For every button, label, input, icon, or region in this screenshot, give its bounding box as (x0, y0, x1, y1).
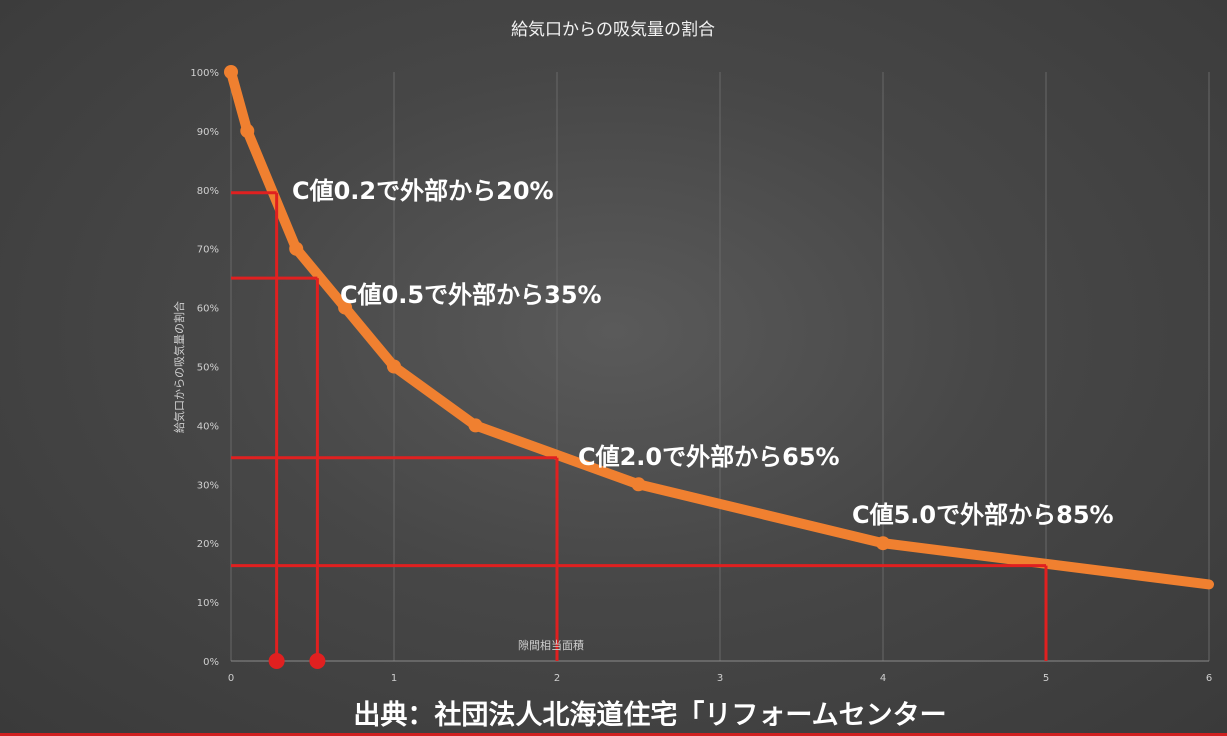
series-line (224, 65, 1214, 590)
y-tick-label: 100% (190, 68, 219, 79)
x-tick-label: 1 (391, 673, 397, 684)
axis-marker (309, 653, 326, 669)
grid (230, 72, 1210, 662)
annotation-label: C値2.0で外部から65% (578, 443, 840, 471)
x-tick-label: 6 (1206, 673, 1212, 684)
y-tick-label: 50% (197, 363, 219, 374)
data-point (289, 241, 304, 256)
data-point (468, 418, 483, 433)
annotations: C値0.2で外部から20% C値0.5で外部から35% C値2.0で外部から65% C… (292, 177, 1114, 529)
x-axis-ticks: 0 1 2 3 4 5 6 (228, 673, 1212, 684)
y-tick-label: 10% (197, 598, 219, 609)
y-axis-label: 給気口からの吸気量の割合 (172, 301, 186, 433)
annotation-label: C値0.5で外部から35% (340, 281, 602, 309)
y-tick-label: 90% (197, 127, 219, 138)
annotation-label: C値0.2で外部から20% (292, 177, 554, 205)
y-tick-label: 30% (197, 480, 219, 491)
source-caption: 出典：社団法人北海道住宅「リフォームセンター (353, 699, 946, 731)
data-point (387, 359, 401, 374)
chart-title: 給気口からの吸気量の割合 (511, 20, 715, 40)
x-tick-label: 0 (228, 673, 234, 684)
data-point (631, 477, 646, 492)
y-tick-label: 70% (197, 245, 219, 256)
x-tick-label: 3 (717, 673, 723, 684)
x-axis-label: 隙間相当面積 (518, 638, 584, 652)
annotation-label: C値5.0で外部から85% (852, 501, 1114, 529)
bottom-bar (0, 733, 1227, 736)
data-point (224, 65, 238, 79)
x-tick-label: 4 (880, 673, 886, 684)
y-axis-ticks: 0% 10% 20% 30% 40% 50% 60% 70% 80% 90% 100% (190, 68, 219, 668)
y-tick-label: 60% (197, 304, 219, 315)
data-point (338, 300, 353, 315)
y-tick-label: 0% (203, 657, 219, 668)
y-tick-label: 20% (197, 539, 219, 550)
data-point (240, 123, 255, 138)
axis-marker (268, 653, 285, 669)
x-tick-label: 5 (1043, 673, 1049, 684)
data-point (876, 536, 890, 551)
x-tick-label: 2 (554, 673, 560, 684)
annotation-guides (231, 191, 1048, 669)
y-tick-label: 80% (197, 186, 219, 197)
y-tick-label: 40% (197, 421, 219, 432)
